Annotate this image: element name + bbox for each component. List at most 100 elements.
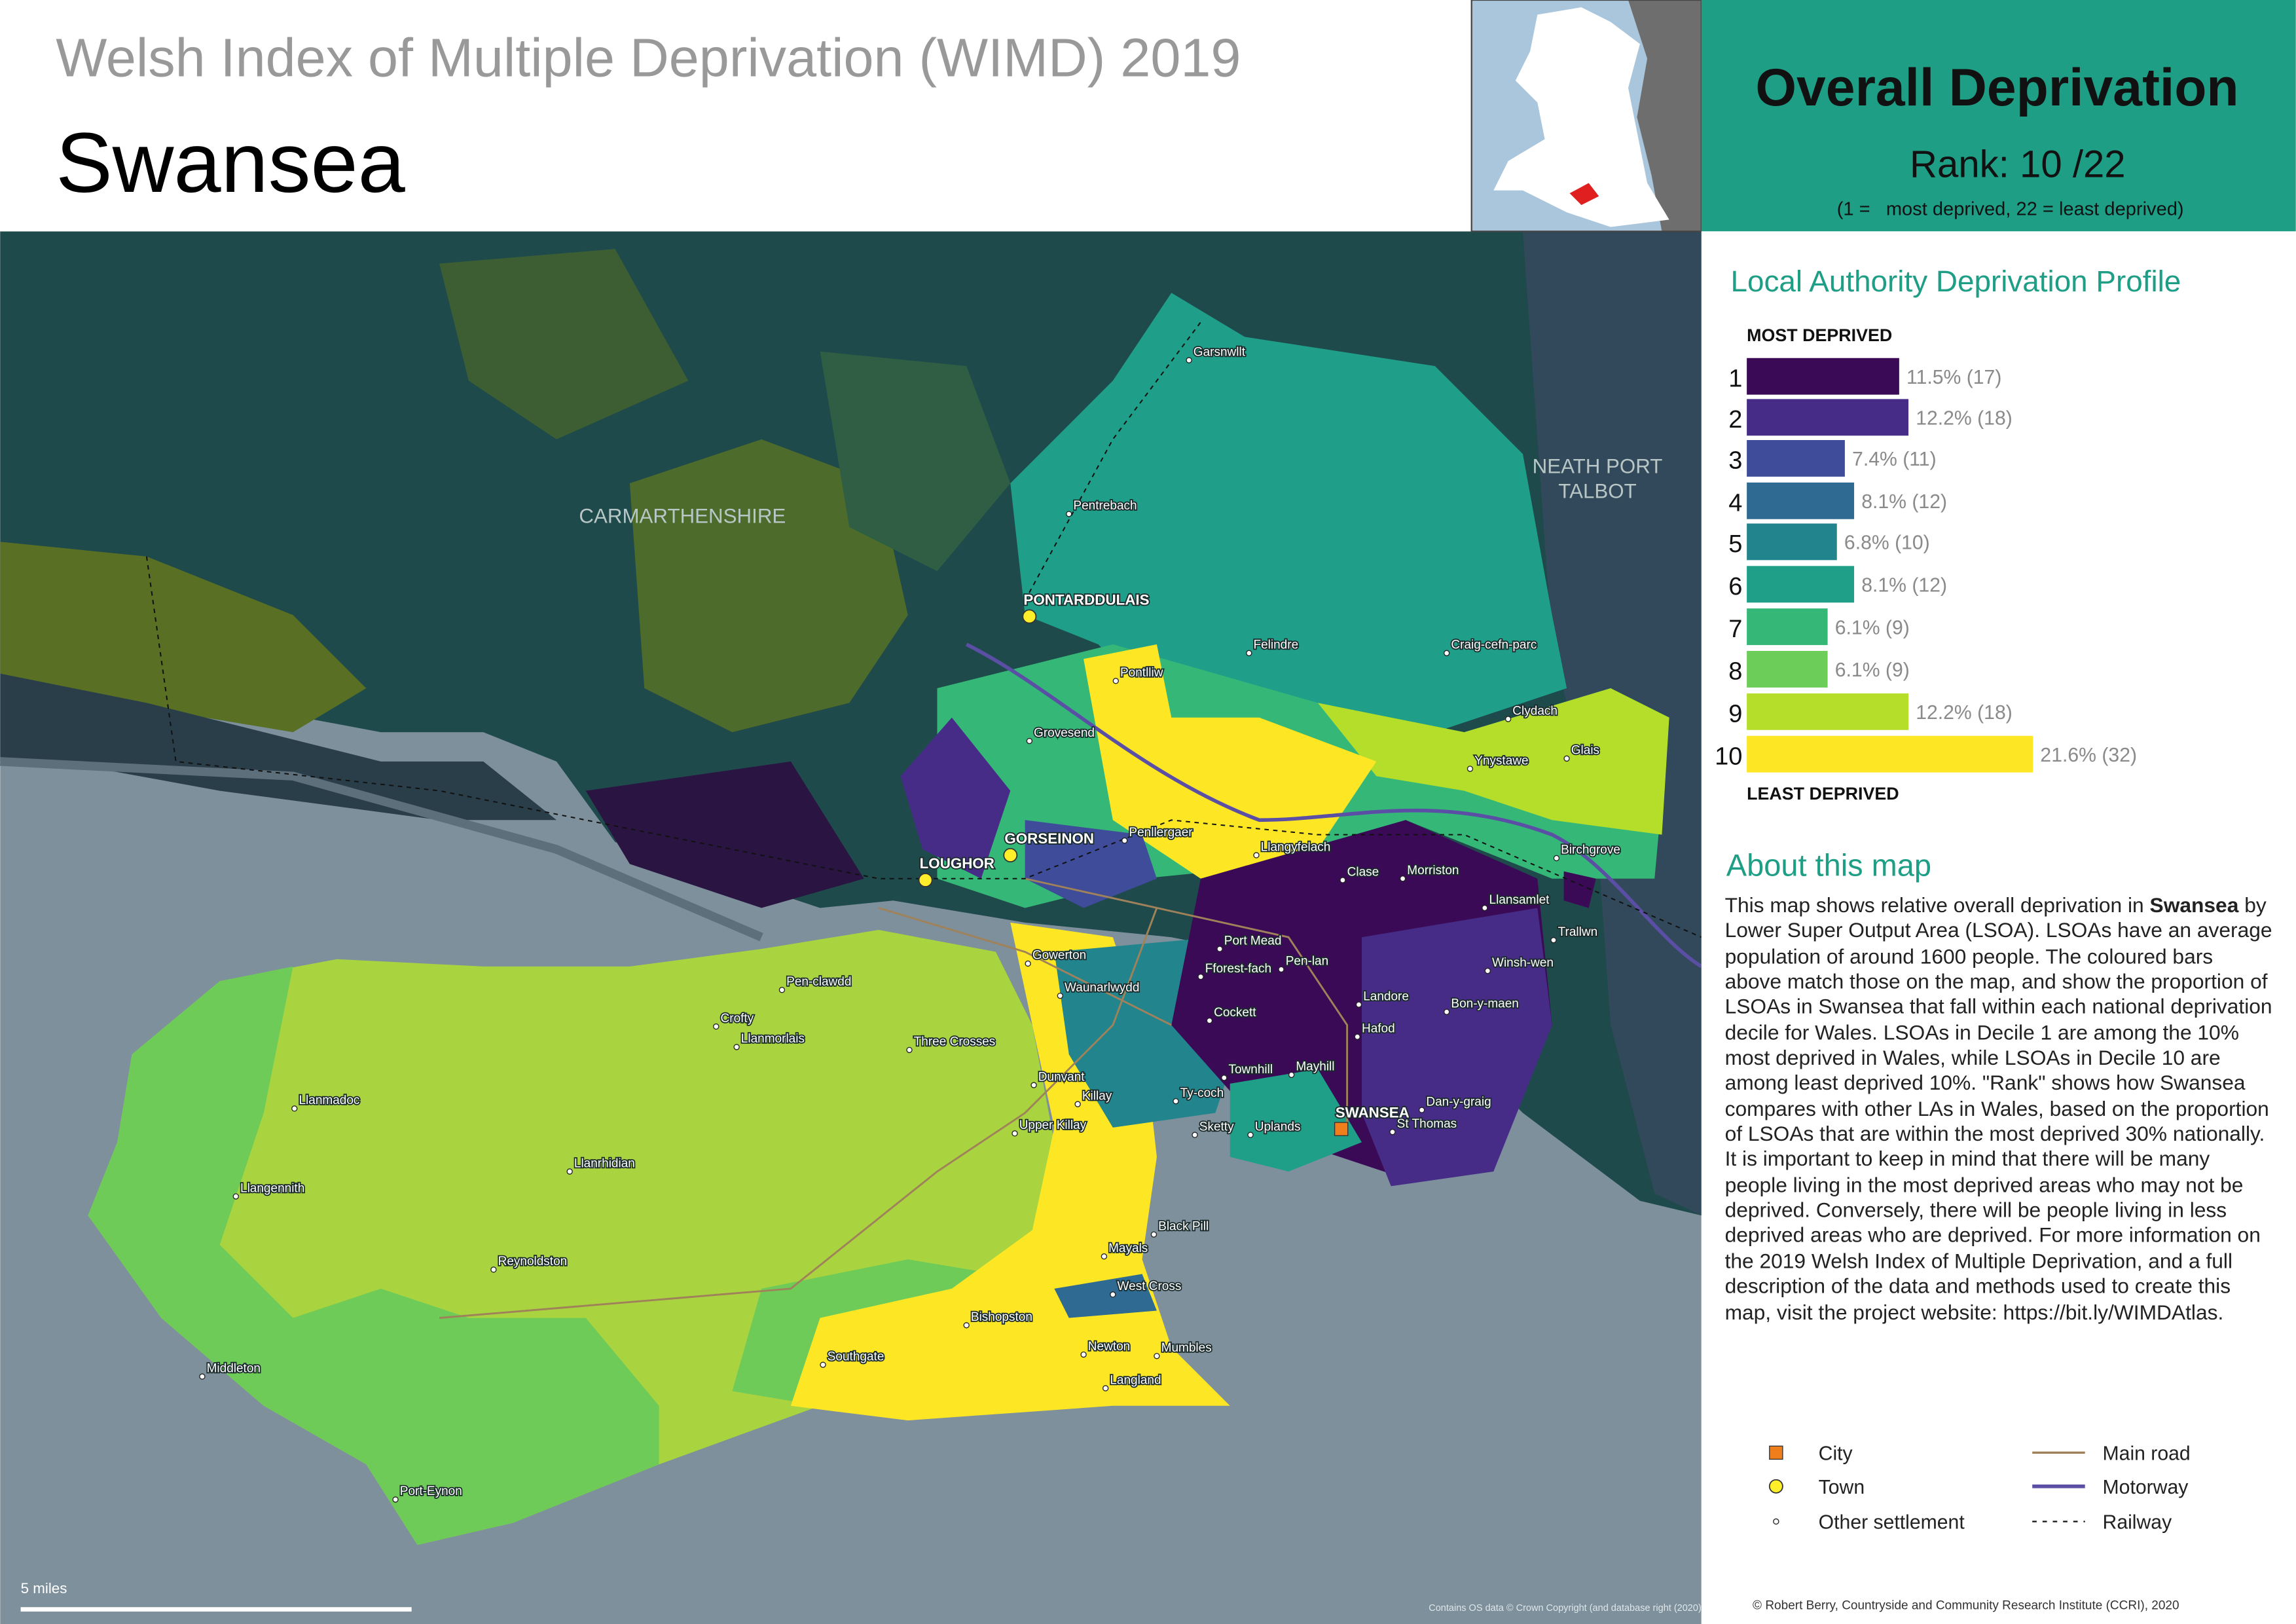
place-label: Bon-y-maen [1451,997,1519,1011]
legend-marker [1768,1479,1783,1494]
decile-label: 6.1% (9) [1835,617,1910,638]
decile-bar [1747,735,2033,773]
settlement-marker [1288,1071,1295,1079]
decile-bar [1747,608,1828,646]
place-label: Ynystawe [1474,754,1528,767]
place-label: Penllergaer [1129,826,1193,840]
summary-panel [1701,0,2296,232]
settlement-marker [1003,848,1018,862]
settlement-marker [778,987,786,993]
settlement-marker [1121,837,1128,844]
settlement-marker [1246,650,1252,657]
attribution: Contains OS data © Crown Copyright (and … [1429,1603,1702,1614]
settlement-marker [1080,1351,1087,1358]
place-label: Llansamlet [1489,893,1550,907]
settlement-marker [1221,1075,1228,1081]
legend-label: Railway [2103,1512,2173,1534]
decile-number: 4 [1728,489,1742,517]
place-label: Crofty [721,1012,754,1025]
place-label: Llanmorlais [741,1032,805,1046]
settlement-marker [566,1168,573,1175]
scale-label: 5 miles [21,1580,67,1596]
rank-note: (1 = most deprived, 22 = least deprived) [1837,199,2184,220]
place-label: Reynoldston [498,1255,568,1268]
settlement-marker [1026,737,1033,745]
land-purple [585,761,864,908]
place-label: Killay [1082,1089,1112,1103]
place-label: PONTARDDULAIS [1023,592,1149,608]
settlement-marker [1339,877,1346,883]
decile-label: 21.6% (32) [2040,745,2137,766]
place-label: Langland [1110,1373,1161,1387]
settlement-marker [1418,1107,1425,1113]
inset-map [1470,0,1702,232]
place-label: Birchgrove [1561,843,1620,857]
legend-marker [1769,1445,1783,1460]
settlement-marker [1025,960,1031,967]
place-label: Ty-coch [1180,1086,1224,1100]
settlement-marker [1216,946,1223,952]
about-text: This map shows relative overall deprivat… [1725,895,2274,1326]
place-label: Cockett [1214,1006,1256,1020]
place-label: Winsh-wen [1492,956,1554,970]
rank: Rank: 10 /22 [1910,143,2126,186]
place-label: Newton [1088,1340,1130,1354]
decile-number: 6 [1728,573,1742,600]
place-label: Clydach [1512,704,1558,718]
settlement-marker [1192,1132,1198,1138]
place-label: Felindre [1254,638,1299,652]
decile-number: 8 [1728,658,1742,686]
place-label: SWANSEA [1336,1104,1410,1120]
legend: City Town Other settlement Main road Motorwa… [1768,1443,2191,1534]
settlement-marker [1150,1231,1157,1238]
place-label: Port Mead [1224,934,1282,948]
place-label: Pontlliw [1120,666,1163,680]
place-label: Uplands [1255,1120,1301,1134]
settlement-marker [1334,1122,1349,1136]
settlement-marker [291,1105,298,1112]
decile-number: 5 [1728,530,1742,558]
profile-title: Local Authority Deprivation Profile [1731,265,2181,298]
about-text-before: This map shows relative overall deprivat… [1724,895,2144,919]
place-label: Upper Killay [1019,1118,1087,1132]
decile-number: 1 [1728,365,1742,392]
land-olive [0,542,367,733]
settlement-marker [820,1361,826,1368]
settlement-marker [1550,936,1557,944]
decile-bar [1747,693,1909,730]
settlement-marker [1066,511,1072,517]
decile-bar [1747,651,1828,688]
settlement-marker [1553,855,1560,862]
place-label: Middleton [207,1361,261,1375]
place-label: Pentrebach [1073,499,1137,513]
settlement-marker [1110,1291,1116,1298]
land-olive [439,249,689,439]
land-olive [629,439,908,733]
settlement-marker [392,1496,399,1503]
west-cross-blue [1054,1274,1157,1318]
place-label: Mayals [1108,1242,1148,1255]
place-label: Port-Eynon [400,1485,462,1498]
legend-marker [1773,1518,1779,1525]
place-label: Sketty [1199,1120,1234,1134]
profile-top-label: MOST DEPRIVED [1747,325,1892,345]
settlement-marker [1399,876,1406,882]
gower-west [88,966,659,1545]
region-label: NEATH PORT [1533,454,1663,477]
legend-label: Town [1819,1477,1865,1498]
land-olive [820,351,1011,572]
place-label: Glais [1571,744,1599,758]
settlement-marker [1074,1101,1081,1107]
north-teal [1010,293,1567,733]
decile-number: 7 [1728,616,1742,643]
decile-bar [1747,358,1899,395]
place-label: Garsnwllt [1194,345,1246,359]
settlement-marker [1173,1098,1179,1105]
place-label: Gowerton [1032,949,1086,963]
settlement-marker [1443,650,1450,657]
settlement-marker [733,1044,740,1050]
land-gray [0,673,557,821]
place-label: Hafod [1362,1022,1395,1036]
place-label: Pen-clawdd [786,975,851,989]
place-label: Bishopston [971,1310,1032,1324]
